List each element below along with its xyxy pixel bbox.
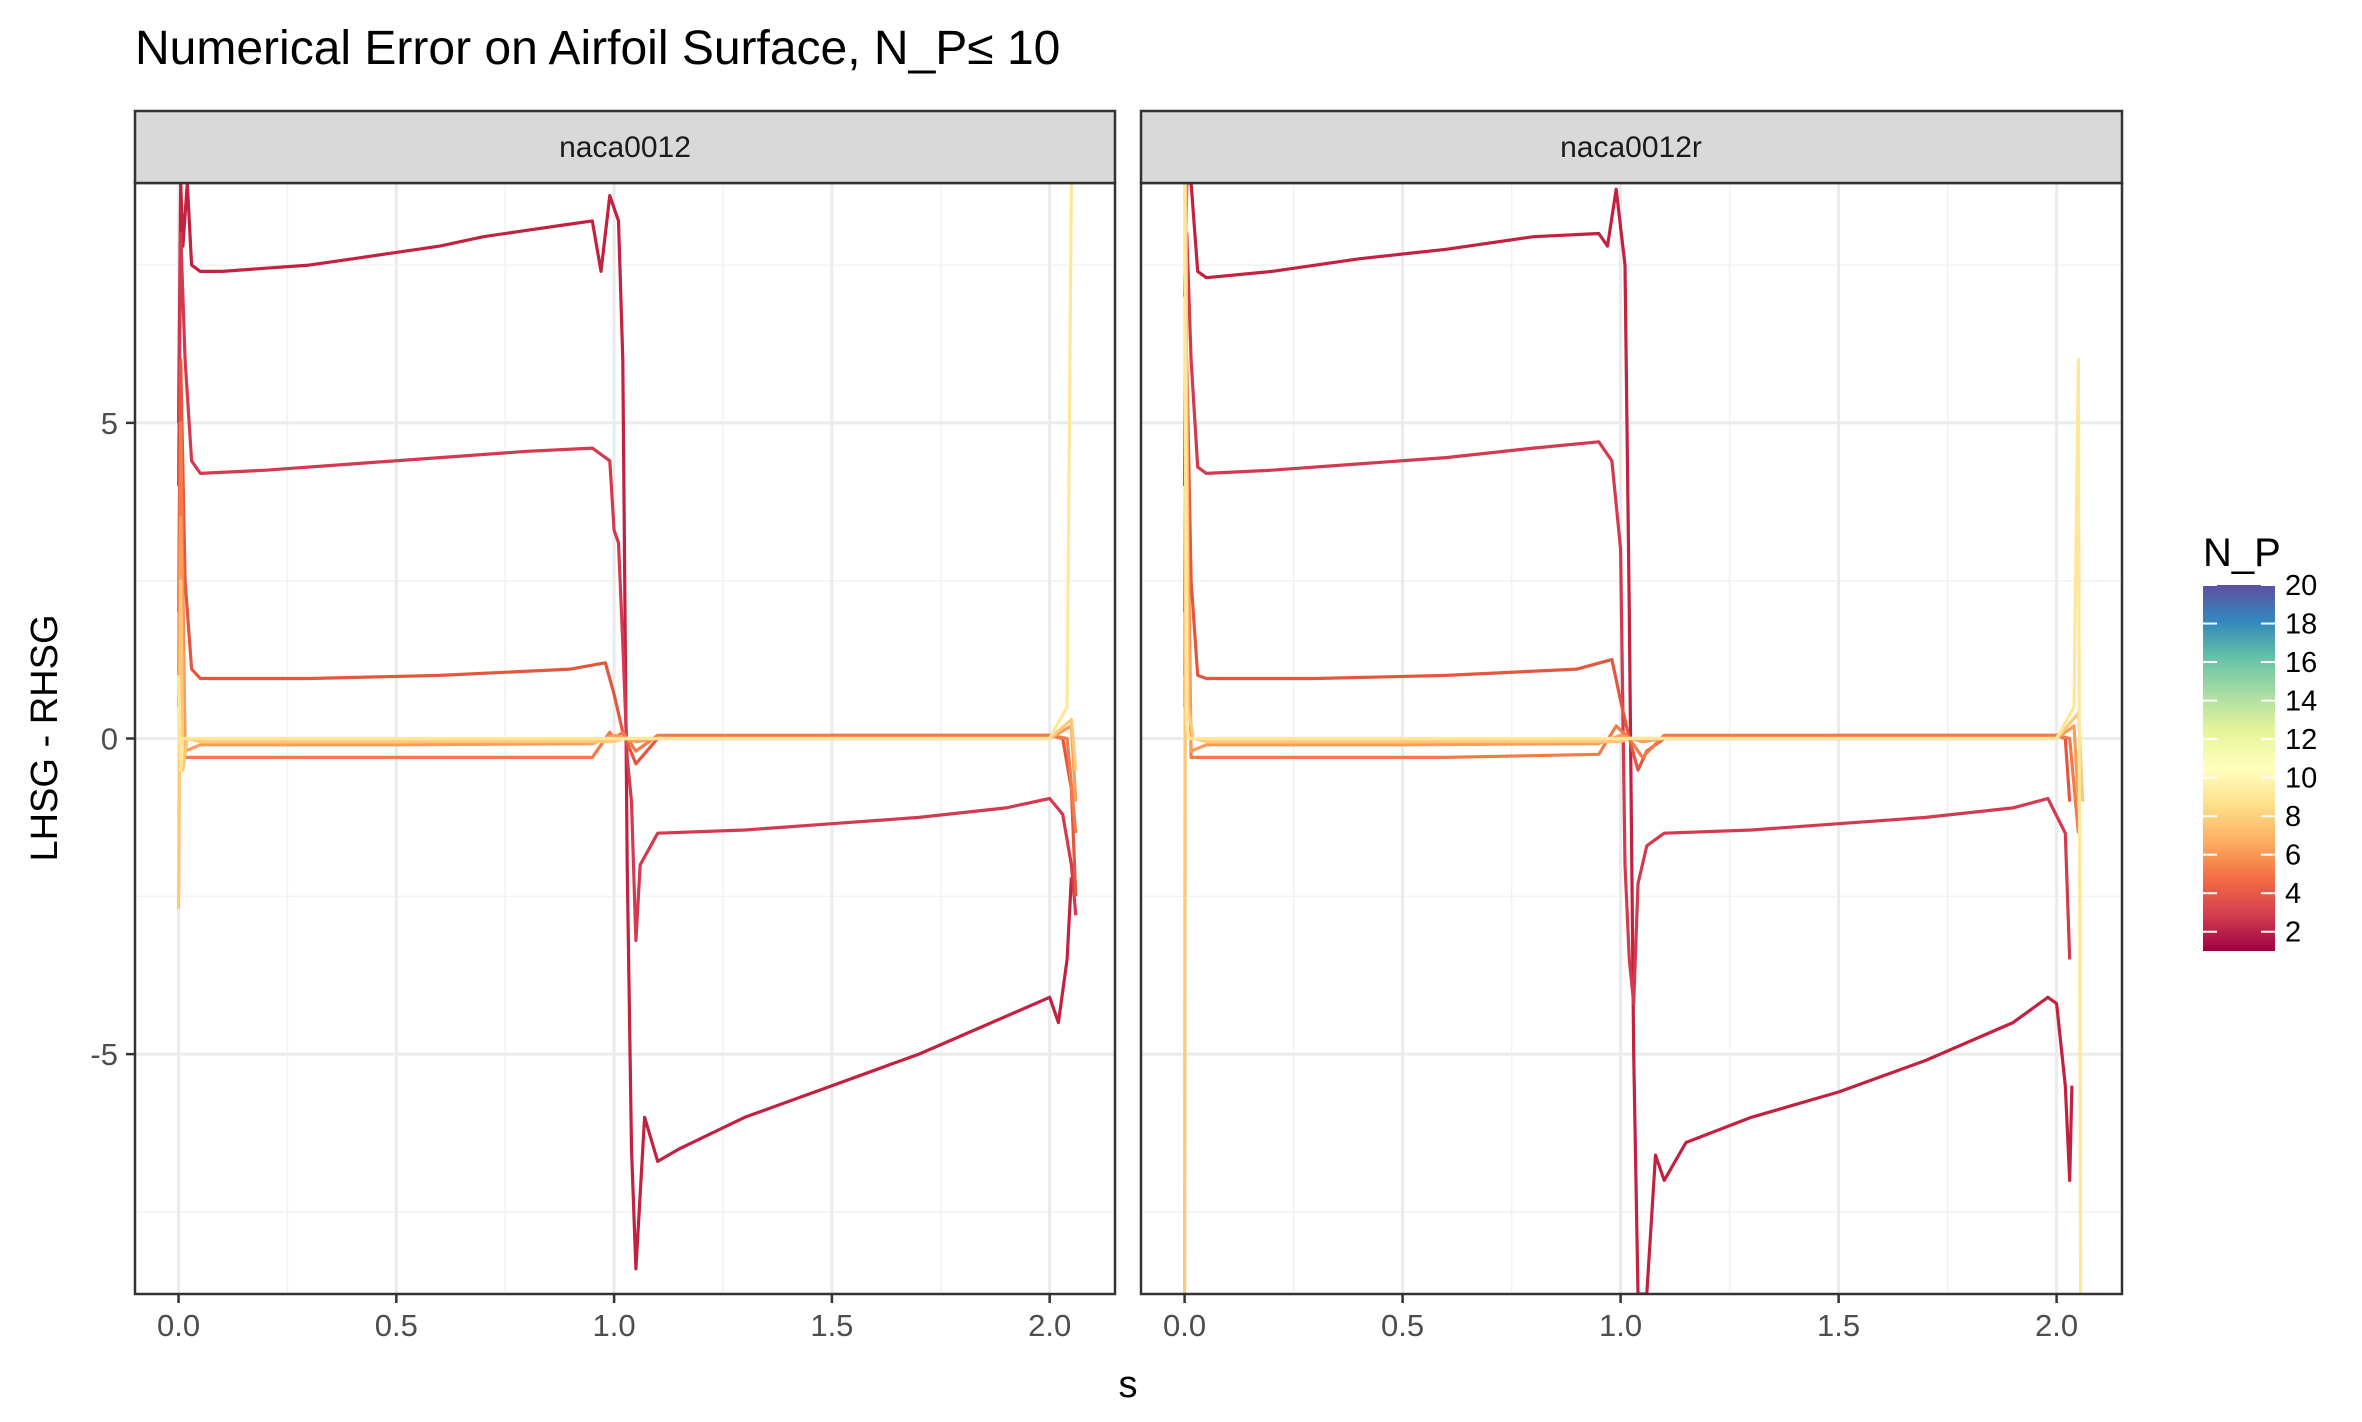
x-tick-label: 2.0 — [2035, 1308, 2078, 1343]
panel-naca0012r: naca0012r 0.0 0.5 1.0 1.5 2.0 — [1139, 109, 2124, 1343]
panel-series — [177, 183, 1078, 1271]
x-axis-ticks: 0.0 0.5 1.0 1.5 2.0 — [1163, 1294, 2078, 1343]
series-line-np-8 — [177, 579, 1078, 909]
series-line-np-2 — [1183, 183, 2074, 1294]
panel-series — [1183, 183, 2085, 1294]
y-axis-title: LHSG - RHSG — [24, 614, 66, 861]
chart-title: Numerical Error on Airfoil Surface, N_P≤… — [135, 22, 1060, 75]
colorbar-tick-label: 20 — [2285, 570, 2317, 602]
x-tick-label: 0.0 — [1163, 1308, 1206, 1343]
x-tick-label: 0.0 — [157, 1308, 200, 1343]
series-line-np-2 — [177, 183, 1073, 1271]
colorbar-tick-label: 2 — [2285, 917, 2301, 949]
strip-naca0012r — [1139, 109, 2124, 185]
y-tick-label: -5 — [90, 1037, 118, 1072]
colorbar-tick-label: 12 — [2285, 724, 2317, 756]
legend-title: N_P — [2203, 531, 2281, 575]
colorbar-tick-label: 16 — [2285, 647, 2317, 679]
x-tick-label: 1.5 — [1817, 1308, 1860, 1343]
panel-naca0012: naca0012 0.0 0.5 1.0 1.5 2.0 — [133, 109, 1117, 1343]
x-tick-label: 2.0 — [1028, 1308, 1071, 1343]
x-tick-label: 0.5 — [1381, 1308, 1424, 1343]
colorbar-tick-label: 6 — [2285, 840, 2301, 872]
series-line-np-10 — [177, 183, 1073, 772]
strip-naca0012 — [133, 109, 1117, 185]
colorbar — [2203, 585, 2275, 951]
colorbar-tick-label: 10 — [2285, 763, 2317, 795]
colorbar-tick-label: 14 — [2285, 686, 2317, 718]
x-axis-title: s — [1119, 1364, 1138, 1406]
x-tick-label: 1.0 — [593, 1308, 636, 1343]
series-line-np-3 — [1183, 231, 2072, 1006]
x-axis-ticks: 0.0 0.5 1.0 1.5 2.0 — [157, 1294, 1071, 1343]
strip-label: naca0012 — [559, 131, 691, 164]
x-tick-label: 1.0 — [1599, 1308, 1642, 1343]
x-tick-label: 1.5 — [810, 1308, 853, 1343]
legend: N_P 2 4 6 8 10 12 14 16 18 20 — [2203, 531, 2317, 951]
y-tick-label: 0 — [101, 722, 118, 757]
strip-label: naca0012r — [1560, 131, 1702, 164]
colorbar-tick-label: 8 — [2285, 801, 2301, 833]
colorbar-ticks: 2 4 6 8 10 12 14 16 18 20 — [2203, 570, 2317, 949]
x-tick-label: 0.5 — [375, 1308, 418, 1343]
colorbar-tick-label: 4 — [2285, 878, 2301, 910]
series-line-np-5 — [1183, 421, 2080, 834]
series-line-np-3 — [177, 231, 1078, 943]
y-tick-label: 5 — [101, 406, 118, 441]
colorbar-tick-label: 18 — [2285, 609, 2317, 641]
y-axis-ticks: -5 0 5 — [90, 406, 135, 1072]
series-line-np-10 — [1183, 183, 2083, 1294]
